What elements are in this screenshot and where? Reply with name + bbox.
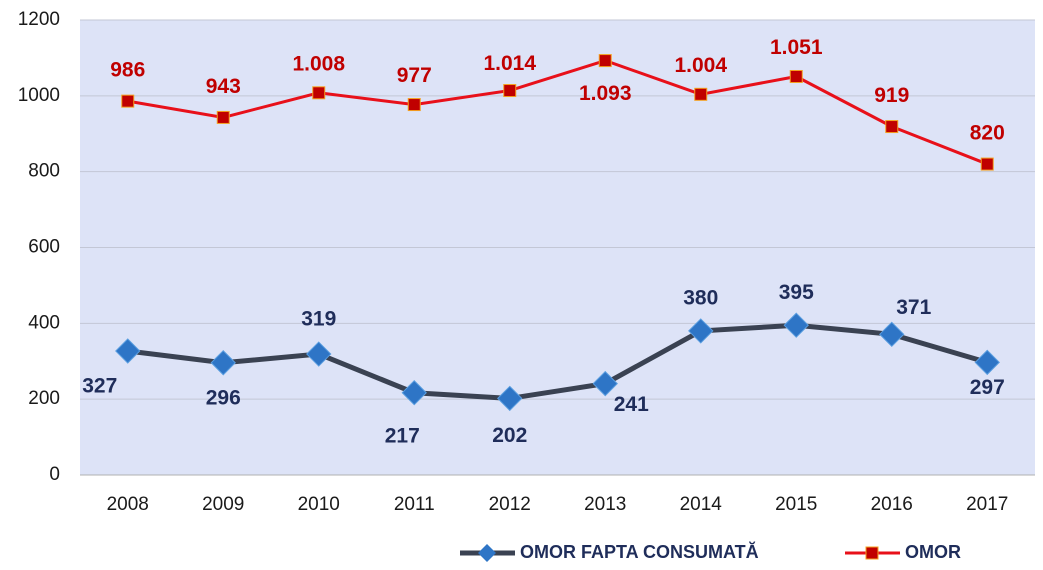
value-label: 202 [492,424,527,447]
legend-label: OMOR FAPTA CONSUMATĂ [520,541,759,562]
line [127,58,988,166]
value-label: 327 [82,375,117,398]
value-label: 371 [896,296,931,319]
x-tick-label: 2009 [202,494,244,515]
marker [503,84,517,98]
x-tick-label: 2012 [489,494,531,515]
marker [121,94,135,108]
value-label: 1.093 [579,82,632,105]
marker [694,87,708,101]
value-label: 820 [970,122,1005,145]
y-tick-label: 1200 [18,9,60,30]
x-tick-label: 2008 [107,494,149,515]
value-label: 1.008 [292,52,345,75]
value-label: 319 [301,308,336,331]
marker [598,54,612,68]
legend-label: OMOR [905,542,961,562]
marker [115,338,141,364]
value-label: 1.051 [770,36,823,59]
marker [407,98,421,112]
x-tick-label: 2010 [298,494,340,515]
marker [306,341,332,367]
value-label: 1.004 [674,54,727,77]
x-tick-label: 2013 [584,494,626,515]
marker [974,349,1000,376]
x-tick-label: 2015 [775,494,817,515]
y-tick-label: 0 [49,464,60,485]
value-label: 986 [110,59,145,82]
marker [497,385,523,412]
value-label: 395 [779,281,814,304]
marker [210,350,236,376]
value-label: 380 [683,286,718,309]
marker [401,380,427,406]
y-tick-label: 600 [28,237,60,258]
line [127,322,988,401]
value-label: 919 [874,84,909,107]
marker [592,370,618,397]
value-label: 977 [397,64,432,87]
legend-marker [865,546,879,560]
marker [783,312,809,338]
y-tick-label: 200 [28,388,60,409]
x-tick-label: 2017 [966,494,1008,515]
value-label: 1.014 [483,52,536,75]
marker [980,157,994,171]
value-label: 217 [385,424,420,447]
marker [885,120,899,134]
x-tick-label: 2011 [394,494,435,515]
y-tick-label: 400 [28,312,60,333]
x-tick-label: 2016 [871,494,913,515]
marker [789,69,803,83]
value-label: 241 [614,393,649,416]
x-tick-label: 2014 [680,494,723,515]
marker [312,86,326,100]
value-label: 296 [206,386,241,409]
marker [688,318,714,344]
legend-marker [478,544,496,562]
y-tick-label: 1000 [18,85,60,106]
marker [879,321,905,348]
marker [216,110,230,124]
value-label: 297 [970,376,1005,399]
y-tick-label: 800 [28,161,60,182]
value-label: 943 [206,75,241,98]
